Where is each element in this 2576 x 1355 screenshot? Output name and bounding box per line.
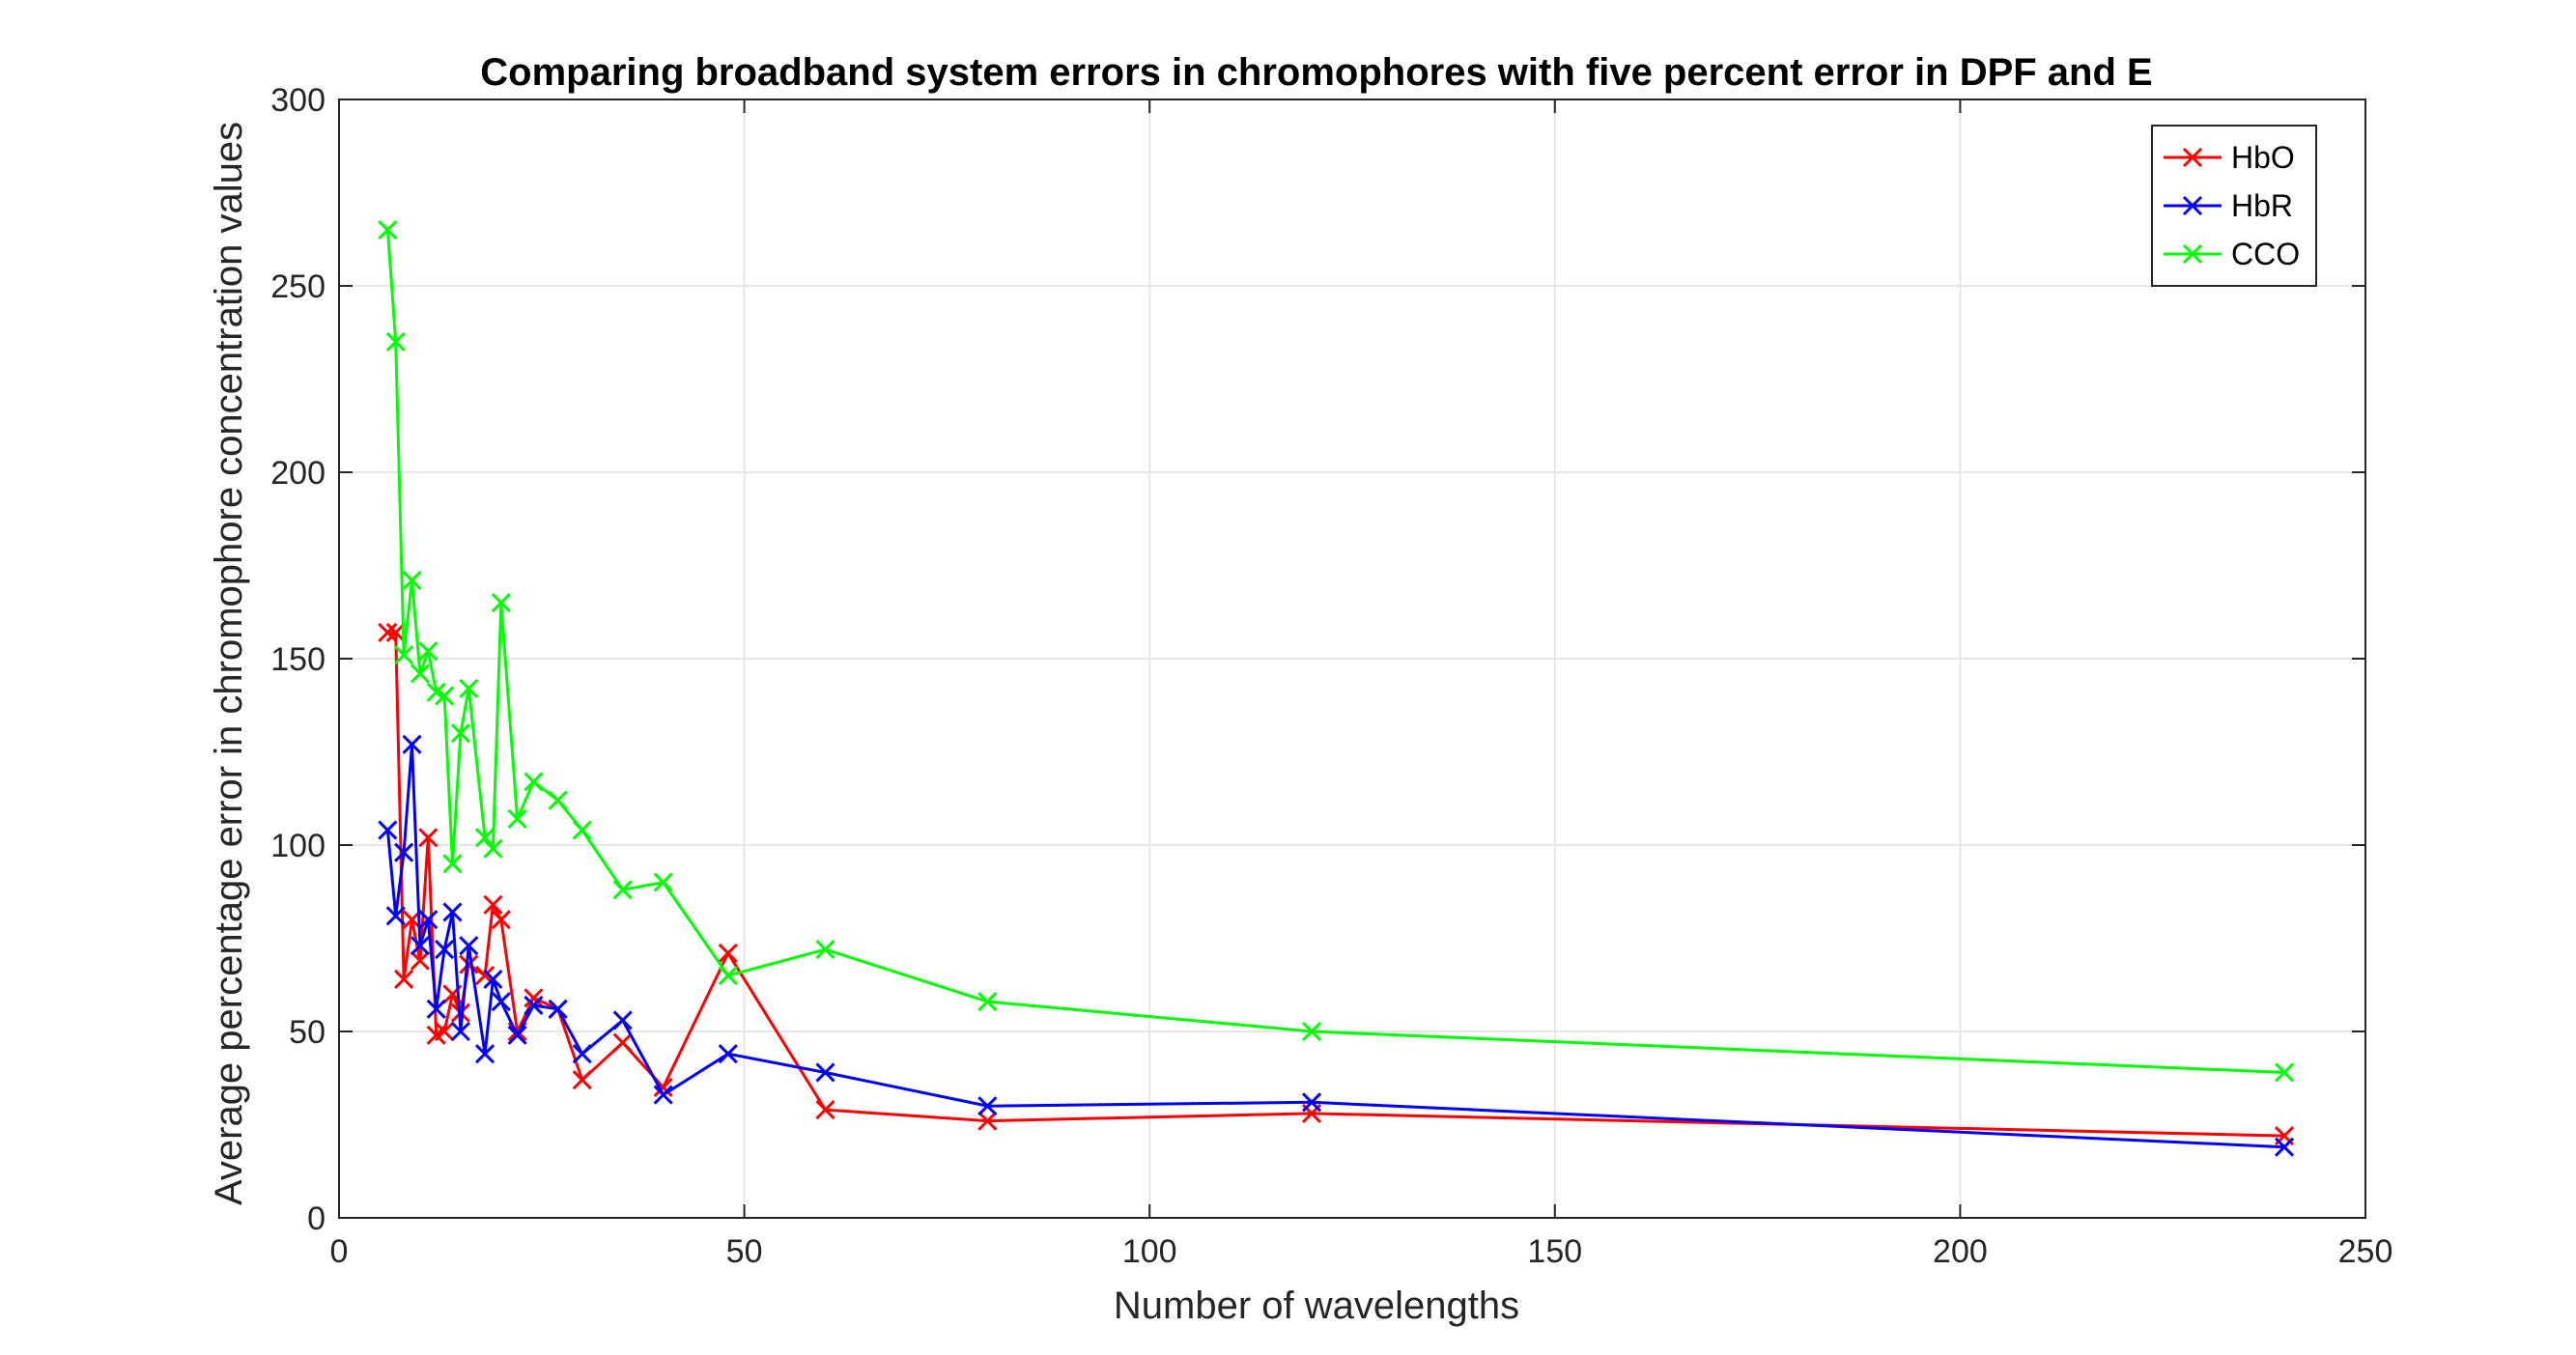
- y-tick-label: 0: [307, 1200, 326, 1237]
- y-tick-label: 300: [270, 82, 326, 119]
- data-point-cco: [653, 872, 673, 892]
- data-point-cco: [718, 966, 738, 986]
- data-point-hbo: [524, 988, 544, 1008]
- data-point-hbr: [442, 902, 463, 922]
- data-point-hbo: [491, 910, 511, 930]
- x-tick-label: 0: [330, 1233, 349, 1270]
- data-point-cco: [378, 220, 398, 240]
- data-point-cco: [410, 663, 430, 684]
- data-point-cco: [385, 331, 406, 352]
- data-point-hbr: [378, 820, 398, 840]
- data-point-cco: [977, 992, 998, 1012]
- data-point-cco: [435, 686, 455, 706]
- data-point-hbr: [491, 992, 511, 1012]
- legend-label-cco: CCO: [2231, 237, 2300, 271]
- x-axis-label: Number of wavelengths: [1114, 1284, 1519, 1327]
- data-point-cco: [815, 940, 835, 960]
- data-point-cco: [459, 678, 479, 698]
- data-point-cco: [612, 880, 633, 900]
- y-tick-label: 200: [270, 455, 326, 492]
- data-point-hbr: [718, 1044, 738, 1064]
- data-point-hbr: [524, 995, 544, 1016]
- data-point-hbr: [1301, 1092, 1322, 1113]
- data-point-hbo: [483, 894, 503, 915]
- data-point-hbr: [977, 1096, 998, 1116]
- series-hbr: [378, 734, 2295, 1157]
- data-point-hbr: [548, 999, 568, 1019]
- data-point-hbo: [718, 943, 738, 964]
- data-point-hbr: [435, 940, 455, 960]
- legend-marker-cco: [2182, 243, 2203, 265]
- data-point-hbr: [612, 1010, 633, 1030]
- data-point-hbr: [426, 999, 446, 1019]
- data-point-hbo: [977, 1111, 998, 1131]
- data-point-cco: [402, 570, 422, 591]
- y-axis-label: Average percentage error in chromophore …: [208, 122, 250, 1205]
- data-point-hbo: [435, 1021, 455, 1042]
- data-point-hbo: [418, 828, 439, 848]
- data-point-cco: [572, 820, 592, 840]
- data-point-hbr: [402, 734, 422, 754]
- data-point-cco: [394, 645, 414, 665]
- data-point-cco: [2275, 1062, 2295, 1083]
- series-layer: [378, 220, 2295, 1157]
- data-point-hbo: [572, 1070, 592, 1090]
- x-tick-label: 250: [2338, 1233, 2393, 1270]
- data-point-hbo: [612, 1032, 633, 1053]
- data-point-cco: [450, 723, 470, 744]
- data-point-cco: [474, 828, 495, 848]
- series-cco: [378, 220, 2295, 1083]
- data-point-hbr: [507, 1025, 527, 1045]
- data-point-hbr: [459, 936, 479, 956]
- data-point-hbr: [653, 1085, 673, 1105]
- data-point-cco: [548, 790, 568, 810]
- y-tick-label: 100: [270, 828, 326, 864]
- y-tick-label: 250: [270, 268, 326, 305]
- data-point-cco: [483, 838, 503, 859]
- data-point-hbo: [385, 622, 406, 643]
- grid: [339, 99, 2365, 1218]
- data-point-cco: [1301, 1021, 1322, 1042]
- data-point-hbr: [572, 1044, 592, 1064]
- y-tick-label: 50: [289, 1014, 326, 1051]
- ticks: 0 50 100 150 200 250 0 50 100 150 200 250 300: [270, 82, 2392, 1270]
- x-tick-label: 150: [1527, 1233, 1582, 1270]
- data-point-cco: [507, 808, 527, 830]
- data-point-hbo: [815, 1099, 835, 1120]
- data-point-hbr: [385, 906, 406, 926]
- x-tick-label: 200: [1933, 1233, 1988, 1270]
- legend-marker-hbo: [2182, 147, 2203, 168]
- y-tick-label: 150: [270, 641, 326, 678]
- x-tick-label: 100: [1122, 1233, 1177, 1270]
- data-point-cco: [491, 593, 511, 613]
- data-point-cco: [524, 772, 544, 792]
- data-point-hbr: [815, 1062, 835, 1083]
- legend-label-hbr: HbR: [2231, 188, 2293, 223]
- data-point-hbo: [378, 622, 398, 643]
- data-point-hbo: [410, 950, 430, 971]
- data-point-hbo: [459, 954, 479, 974]
- data-point-hbr: [483, 969, 503, 990]
- data-point-hbr: [394, 842, 414, 862]
- x-tick-label: 50: [726, 1233, 763, 1270]
- legend: HbO HbR CCO: [2151, 125, 2317, 287]
- data-point-hbr: [2275, 1137, 2295, 1157]
- data-point-cco: [418, 641, 439, 662]
- legend-marker-hbr: [2182, 195, 2203, 216]
- chart-title: Comparing broadband system errors in chr…: [480, 51, 2152, 94]
- legend-label-hbo: HbO: [2231, 140, 2295, 175]
- data-point-hbr: [450, 1021, 470, 1042]
- data-point-hbr: [474, 1044, 495, 1064]
- data-point-hbo: [394, 969, 414, 990]
- data-point-hbr: [410, 936, 430, 956]
- data-point-cco: [442, 854, 463, 874]
- data-point-hbr: [418, 910, 439, 930]
